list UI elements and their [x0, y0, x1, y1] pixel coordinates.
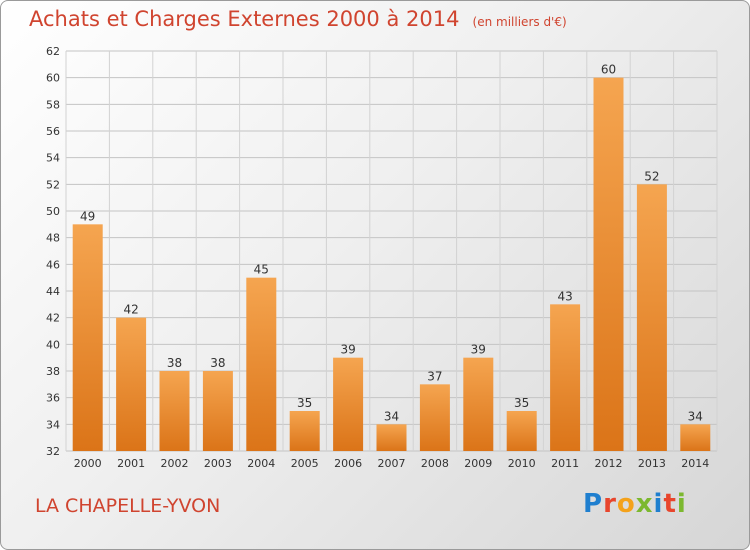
- x-tick-label: 2012: [595, 457, 623, 470]
- bar-2006: [333, 357, 364, 451]
- bar-2004: [246, 277, 277, 451]
- x-tick-label: 2005: [291, 457, 319, 470]
- y-tick-label: 48: [46, 232, 60, 245]
- value-label: 45: [254, 263, 269, 277]
- y-tick-label: 50: [46, 205, 60, 218]
- bar-2005: [289, 411, 320, 451]
- y-tick-label: 60: [46, 72, 60, 85]
- value-labels: 49 42 38 38 45 35 39 34 37 39 35 43 60 52 34: [80, 63, 703, 424]
- value-label: 34: [384, 409, 399, 423]
- value-label: 42: [123, 303, 138, 317]
- value-label: 35: [297, 396, 312, 410]
- value-label: 60: [601, 63, 616, 77]
- chart-subtitle: (en milliers d'€): [472, 15, 567, 29]
- x-tick-label: 2004: [247, 457, 275, 470]
- y-tick-label: 36: [46, 392, 60, 405]
- value-label: 35: [514, 396, 529, 410]
- x-tick-label: 2006: [334, 457, 362, 470]
- bar-2011: [550, 304, 581, 451]
- y-tick-label: 38: [46, 365, 60, 378]
- x-tick-label: 2001: [117, 457, 145, 470]
- y-tick-label: 54: [46, 152, 60, 165]
- y-tick-label: 62: [46, 45, 60, 58]
- bar-2014: [680, 424, 711, 451]
- value-label: 39: [340, 343, 355, 357]
- bar-2013: [636, 184, 667, 452]
- bar-2012: [593, 77, 624, 452]
- location-label: LA CHAPELLE-YVON: [35, 495, 221, 517]
- proxiti-logo: Proxiti: [583, 489, 687, 519]
- bar-2007: [376, 424, 407, 451]
- y-tick-label: 34: [46, 418, 60, 431]
- y-tick-label: 58: [46, 98, 60, 111]
- value-label: 38: [167, 356, 182, 370]
- y-tick-label: 44: [46, 285, 60, 298]
- bar-2001: [116, 317, 147, 451]
- x-tick-label: 2000: [74, 457, 102, 470]
- x-tick-label: 2014: [681, 457, 709, 470]
- y-tick-label: 32: [46, 445, 60, 458]
- value-label: 52: [644, 169, 659, 183]
- value-label: 37: [427, 369, 442, 383]
- bar-2009: [463, 357, 494, 451]
- chart-title-block: Achats et Charges Externes 2000 à 2014 (…: [29, 7, 567, 31]
- x-tick-label: 2013: [638, 457, 666, 470]
- value-label: 43: [557, 289, 572, 303]
- y-axis-ticks: 32 34 36 38 40 42 44 46 48 50 52 54 56 58 60 62: [46, 45, 60, 458]
- bar-2010: [506, 411, 537, 451]
- x-tick-label: 2008: [421, 457, 449, 470]
- y-tick-label: 42: [46, 312, 60, 325]
- y-tick-label: 52: [46, 178, 60, 191]
- y-tick-label: 56: [46, 125, 60, 138]
- chart-title: Achats et Charges Externes 2000 à 2014: [29, 7, 460, 31]
- bar-2000: [72, 224, 103, 451]
- y-tick-label: 46: [46, 258, 60, 271]
- value-label: 49: [80, 209, 95, 223]
- value-label: 39: [471, 343, 486, 357]
- x-tick-label: 2002: [161, 457, 189, 470]
- x-tick-label: 2003: [204, 457, 232, 470]
- bars: [72, 77, 711, 452]
- value-label: 38: [210, 356, 225, 370]
- bar-2008: [419, 384, 450, 451]
- y-tick-label: 40: [46, 338, 60, 351]
- value-label: 34: [688, 409, 703, 423]
- x-axis-ticks: 2000 2001 2002 2003 2004 2005 2006 2007 2008 2009…: [74, 457, 710, 470]
- x-tick-label: 2007: [378, 457, 406, 470]
- x-tick-label: 2010: [508, 457, 536, 470]
- bar-2002: [159, 371, 190, 451]
- bar-2003: [202, 371, 233, 451]
- x-tick-label: 2011: [551, 457, 579, 470]
- x-tick-label: 2009: [464, 457, 492, 470]
